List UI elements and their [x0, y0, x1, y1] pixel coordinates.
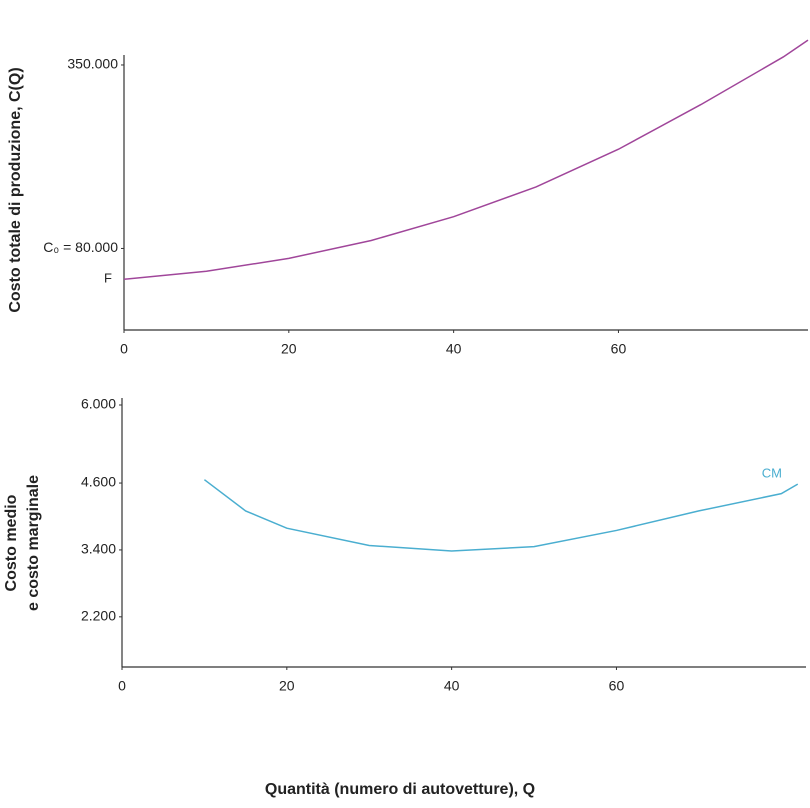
annotation: F [104, 271, 112, 286]
y-axis-label: Costo totale di produzione, C(Q) [7, 67, 24, 312]
x-tick-label: 60 [611, 341, 627, 357]
x-tick-label: 0 [118, 678, 126, 694]
x-tick-label: 20 [279, 678, 295, 694]
y-axis-label: e costo marginale [25, 475, 42, 611]
y-tick-label: C₀ = 80.000 [43, 239, 118, 255]
y-tick-label: 4.600 [81, 474, 116, 490]
y-axis-label: Costo medio [3, 494, 20, 591]
y-tick-label: 6.000 [81, 396, 116, 412]
x-axis-label: Quantità (numero di autovetture), Q [265, 781, 535, 798]
x-tick-label: 20 [281, 341, 297, 357]
series-label: CM [762, 466, 782, 481]
x-tick-label: 40 [444, 678, 460, 694]
x-tick-label: 0 [120, 341, 128, 357]
y-tick-label: 350.000 [67, 56, 118, 72]
x-tick-label: 60 [609, 678, 625, 694]
y-tick-label: 3.400 [81, 541, 116, 557]
line [203, 479, 799, 552]
y-tick-label: 2.200 [81, 608, 116, 624]
line [123, 39, 809, 280]
x-tick-label: 40 [446, 341, 462, 357]
